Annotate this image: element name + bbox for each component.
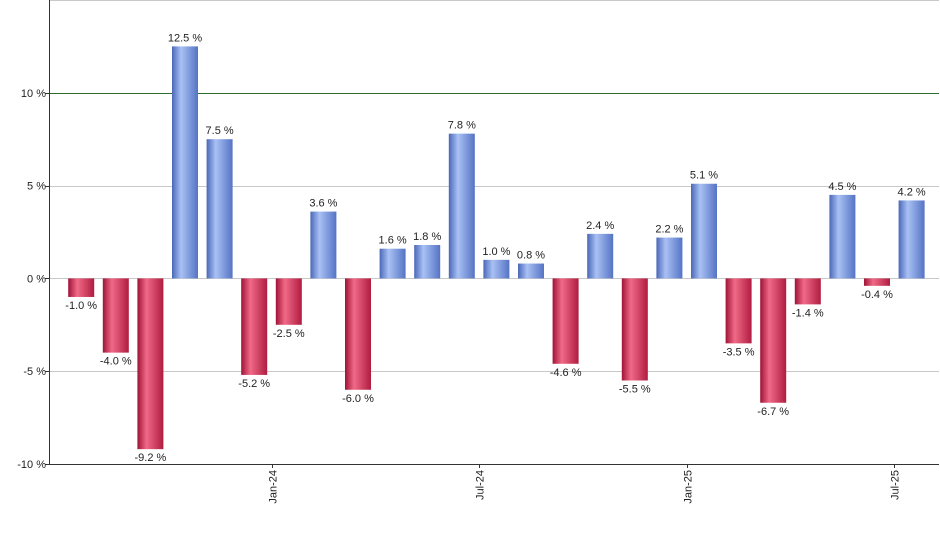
data-label: 2.4 %: [586, 220, 614, 232]
y-tick-label: -10 %: [17, 459, 46, 471]
data-label: -2.5 %: [273, 328, 305, 340]
bar: [448, 133, 475, 279]
bar: [518, 263, 544, 279]
bar: [483, 259, 510, 279]
bar: [172, 46, 198, 279]
axes: -10 % -5 % 0 % 5 % 10 % Jan-24 Jul-24 Jan-25 Jul…: [17, 0, 939, 504]
data-label: -4.6 %: [550, 367, 582, 379]
bar: [552, 278, 579, 364]
bar: [898, 200, 925, 279]
data-label: 12.5 %: [168, 32, 202, 44]
data-label: 5.1 %: [690, 170, 718, 182]
bar: [621, 278, 648, 381]
data-label: 3.6 %: [309, 198, 337, 210]
x-tick-label: Jul-25: [890, 470, 902, 500]
bar: [102, 278, 129, 353]
data-label: 1.0 %: [482, 246, 510, 258]
data-label: -6.0 %: [342, 393, 374, 405]
y-tick-label: 10 %: [21, 88, 46, 100]
bar: [691, 183, 717, 279]
data-label: 1.8 %: [413, 231, 441, 243]
bar: [345, 278, 371, 390]
data-label: 7.8 %: [448, 120, 476, 132]
data-label: -3.5 %: [723, 346, 755, 358]
bar: [310, 211, 337, 279]
data-label: -6.7 %: [757, 406, 789, 418]
data-label: -5.5 %: [619, 383, 651, 395]
bar: [794, 278, 821, 305]
data-labels: -1.0 % -4.0 % -9.2 % 12.5 % 7.5 % -5.2 % -2.5 …: [65, 32, 926, 464]
bar: [760, 278, 787, 403]
bar: [725, 278, 752, 344]
bar: [864, 278, 890, 286]
bar: [379, 248, 406, 279]
bar: [137, 278, 164, 450]
x-tick-label: Jan-25: [683, 470, 695, 504]
data-label: -5.2 %: [238, 378, 270, 390]
data-label: 4.5 %: [828, 181, 856, 193]
bar: [656, 237, 683, 279]
x-tick-label: Jan-24: [268, 470, 280, 504]
data-label: 0.8 %: [517, 250, 545, 262]
bar: [68, 278, 95, 297]
y-tick-label: 5 %: [27, 181, 46, 193]
bar: [206, 139, 233, 279]
data-label: -1.0 %: [65, 300, 97, 312]
data-label: -9.2 %: [135, 452, 167, 464]
bar: [275, 278, 302, 325]
y-tick-label: -5 %: [23, 366, 46, 378]
bar: [414, 244, 441, 279]
data-label: -4.0 %: [100, 356, 132, 368]
y-tick-label: 0 %: [27, 273, 46, 285]
x-tick-label: Jul-24: [475, 470, 487, 500]
data-label: 2.2 %: [655, 224, 683, 236]
bar: [587, 233, 614, 279]
data-label: -0.4 %: [861, 289, 893, 301]
data-label: 4.2 %: [898, 186, 926, 198]
bar: [241, 278, 268, 375]
bar: [829, 194, 856, 279]
data-label: 7.5 %: [206, 125, 234, 137]
bars: [68, 46, 925, 450]
data-label: -1.4 %: [792, 307, 824, 319]
data-label: 1.6 %: [379, 235, 407, 247]
